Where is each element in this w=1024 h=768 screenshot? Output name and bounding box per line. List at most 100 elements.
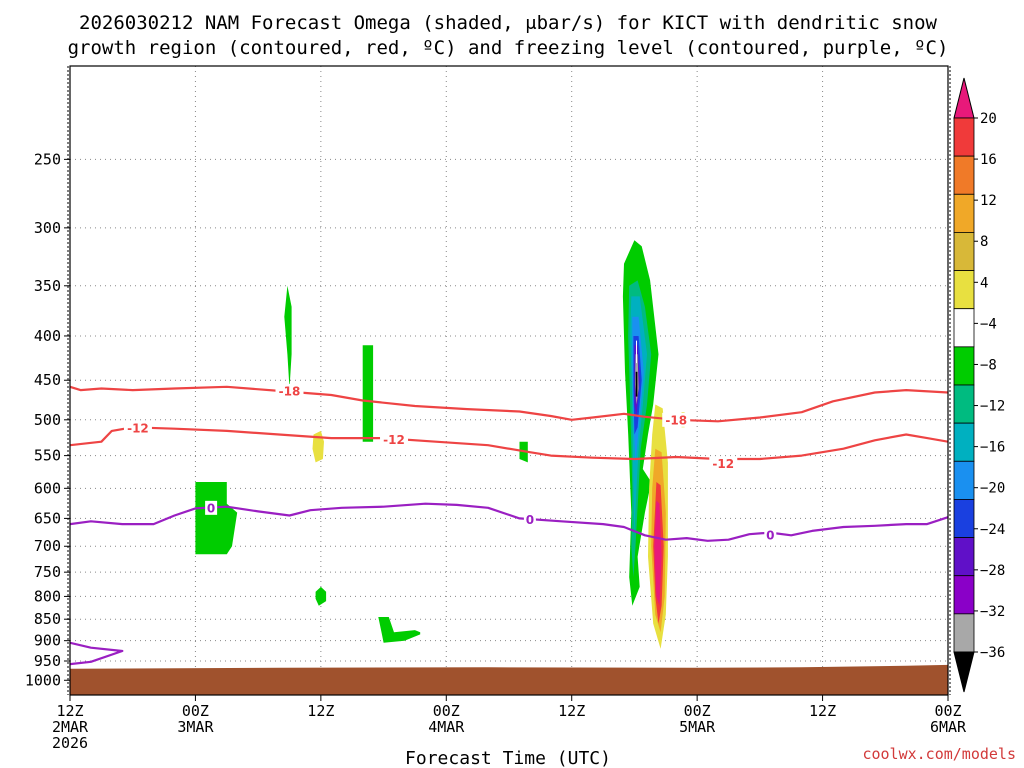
colorbar-label: −16 <box>980 440 1005 456</box>
colorbar-swatch <box>953 232 975 271</box>
x-tick-label: 12Z <box>809 702 836 720</box>
omega-green-cell-upper <box>284 285 292 389</box>
omega-black-core <box>635 371 638 397</box>
y-tick-label-900: 900 <box>34 632 61 650</box>
y-tick-label-650: 650 <box>34 509 61 527</box>
contour-label: -18 <box>665 413 687 427</box>
chart-title-line2: growth region (contoured, red, ºC) and f… <box>68 37 949 59</box>
x-tick-label: 2MAR <box>52 718 89 736</box>
omega-white-slot <box>636 340 637 364</box>
omega-green-column <box>362 345 374 442</box>
colorbar-label: 20 <box>980 111 997 127</box>
y-tick-label-800: 800 <box>34 587 61 605</box>
x-tick-label: 12Z <box>56 702 83 720</box>
x-tick-label: 00Z <box>182 702 209 720</box>
contour-label-bg <box>662 412 691 427</box>
ground-fill <box>70 664 948 695</box>
contour-label-bg <box>380 432 409 447</box>
y-tick-label-300: 300 <box>34 219 61 237</box>
x-tick-label: 00Z <box>934 702 961 720</box>
colorbar-label: 4 <box>980 275 988 291</box>
contour-label-bg <box>123 420 152 435</box>
x-tick-label: 00Z <box>433 702 460 720</box>
y-tick-label-400: 400 <box>34 327 61 345</box>
colorbar-swatch <box>953 460 975 500</box>
y-axis: 250 300 350 400 450 500 550 600 650 700 750 800 850 9… <box>25 150 70 689</box>
colorbar-label: −24 <box>980 522 1005 538</box>
x-tick-label: 12Z <box>307 702 334 720</box>
x-tick-label: 12Z <box>558 702 585 720</box>
omega-yellow-cell <box>312 430 324 463</box>
colorbar-bottom-arrow <box>953 651 975 693</box>
chart-title-line1: 2026030212 NAM Forecast Omega (shaded, μ… <box>79 12 937 34</box>
contour-dendritic--18c <box>70 385 948 423</box>
contour-label: 0 <box>766 528 774 542</box>
credit-text: coolwx.com/models <box>862 745 1016 763</box>
y-tick-label-700: 700 <box>34 537 61 555</box>
y-tick-label-950: 950 <box>34 652 61 670</box>
contour-label: -12 <box>712 457 734 471</box>
omega-green-cell-low <box>315 586 327 606</box>
colorbar-label: −28 <box>980 563 1005 579</box>
colorbar-swatch <box>953 270 975 310</box>
plot-area: -18 -18 -12 -12 -12 0 0 0 <box>67 65 951 696</box>
colorbar-swatch <box>953 117 975 157</box>
contour-label: -12 <box>127 421 149 435</box>
colorbar-label: −4 <box>980 316 997 332</box>
colorbar-label: 16 <box>980 152 997 168</box>
contour-label-bg <box>709 456 738 471</box>
x-tick-label: 2026 <box>52 734 88 752</box>
colorbar-swatch <box>953 308 975 348</box>
colorbar-label: 8 <box>980 234 988 250</box>
x-tick-label: 3MAR <box>177 718 214 736</box>
colorbar-label: −12 <box>980 399 1005 415</box>
colorbar-swatch <box>953 613 975 653</box>
contour-label: -18 <box>279 384 301 398</box>
contour-label-bg <box>764 527 777 542</box>
omega-green-block-3mar <box>195 482 238 555</box>
contour-freezing-level-0c-low-branch <box>70 641 124 666</box>
plot-features: -18 -18 -12 -12 -12 0 0 0 <box>70 240 948 695</box>
y-tick-label-850: 850 <box>34 610 61 628</box>
y-tick-label-750: 750 <box>34 563 61 581</box>
colorbar-label: −32 <box>980 604 1005 620</box>
colorbar-swatch <box>953 193 975 233</box>
colorbar-label: −20 <box>980 481 1005 497</box>
contour-label-bg <box>275 383 304 398</box>
colorbar-swatch <box>953 537 975 577</box>
y-tick-label-600: 600 <box>34 479 61 497</box>
y-tick-label-250: 250 <box>34 150 61 168</box>
contour-label-bg <box>205 500 218 515</box>
colorbar-swatch <box>953 346 975 386</box>
x-tick-label: 6MAR <box>930 718 967 736</box>
plot-background <box>70 66 948 695</box>
contour-label: -12 <box>383 433 405 447</box>
colorbar: 20 16 12 8 4 −4 −8 −12 −16 −20 −24 −28 −32 −36 <box>953 77 1005 693</box>
colorbar-swatch <box>953 499 975 538</box>
y-tick-label-1000: 1000 <box>25 671 61 689</box>
y-tick-label-450: 450 <box>34 371 61 389</box>
y-tick-label-500: 500 <box>34 411 61 429</box>
y-tick-label-350: 350 <box>34 277 61 295</box>
x-tick-label: 4MAR <box>428 718 465 736</box>
colorbar-label: −36 <box>980 645 1005 661</box>
colorbar-swatch <box>953 384 975 424</box>
contour-dendritic--12c <box>70 426 948 461</box>
contour-label: 0 <box>526 513 534 527</box>
x-tick-label: 5MAR <box>679 718 716 736</box>
colorbar-top-arrow <box>953 77 975 119</box>
colorbar-label: 12 <box>980 193 997 209</box>
x-tick-label: 00Z <box>684 702 711 720</box>
colorbar-swatch <box>953 422 975 462</box>
y-tick-label-550: 550 <box>34 447 61 465</box>
colorbar-swatch <box>953 155 975 195</box>
omega-magenta-core <box>654 500 662 606</box>
omega-green-cell-near-900 <box>378 617 421 643</box>
colorbar-swatch <box>953 575 975 615</box>
colorbar-label: −8 <box>980 357 997 373</box>
x-axis-title: Forecast Time (UTC) <box>405 748 611 768</box>
contour-label-bg <box>523 512 536 527</box>
contour-label: 0 <box>207 501 215 515</box>
